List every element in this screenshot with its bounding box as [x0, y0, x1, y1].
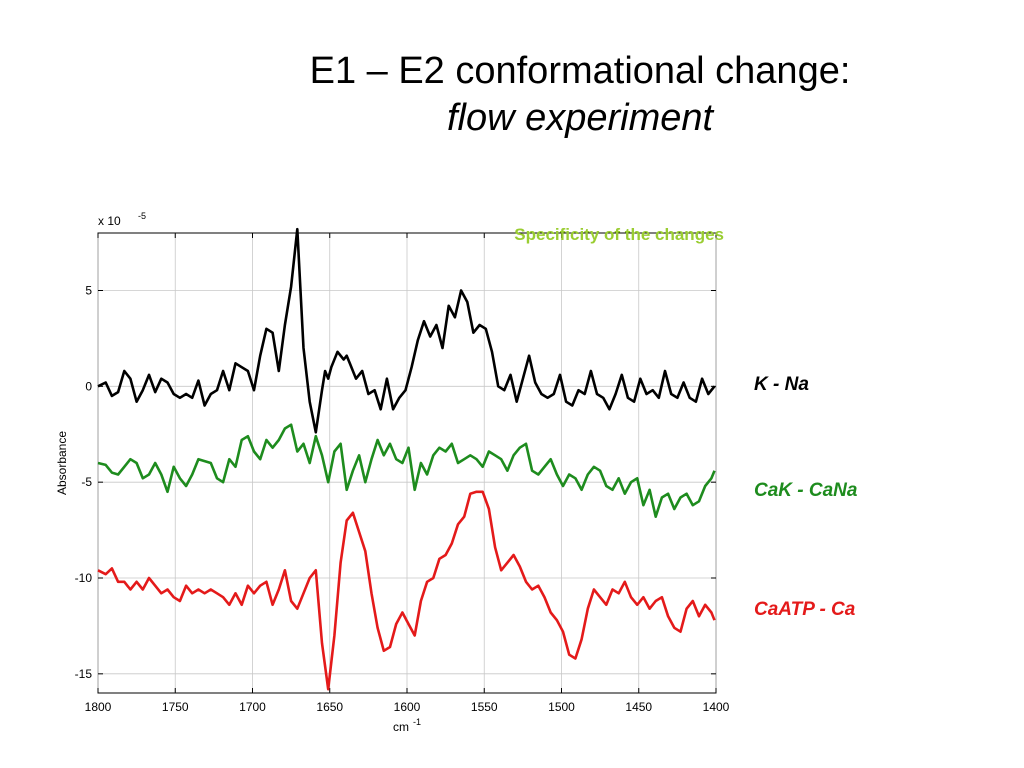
x-axis-label-superscript: -1 — [413, 717, 421, 727]
y-tick-label: -10 — [75, 571, 93, 585]
annotation-specificity: Specificity of the changes — [514, 225, 724, 244]
y-multiplier-label: x 10 — [98, 214, 121, 228]
series-line-2 — [97, 423, 716, 518]
x-tick-label: 1400 — [703, 700, 730, 714]
y-tick-label: -5 — [81, 475, 92, 489]
series-label-2: CaK - CaNa — [754, 480, 858, 501]
title-line-2: flow experiment — [446, 97, 714, 139]
x-tick-label: 1550 — [471, 700, 498, 714]
y-multiplier-exponent: -5 — [138, 211, 146, 221]
x-axis-label: cm — [393, 720, 409, 734]
x-tick-label: 1600 — [394, 700, 421, 714]
x-tick-label: 1800 — [85, 700, 112, 714]
x-tick-label: 1750 — [162, 700, 189, 714]
y-tick-label: 5 — [85, 284, 92, 298]
y-axis-label: Absorbance — [55, 431, 69, 495]
x-tick-label: 1700 — [239, 700, 266, 714]
series-line-1 — [97, 227, 716, 434]
slide-title: E1 – E2 conformational change: flow expe… — [250, 48, 910, 142]
y-tick-label: -15 — [75, 667, 93, 681]
x-tick-label: 1650 — [316, 700, 343, 714]
series-label-1: K - Na — [754, 374, 809, 395]
x-tick-label: 1500 — [548, 700, 575, 714]
series-label-3: CaATP - Ca — [754, 599, 856, 620]
y-tick-label: 0 — [85, 379, 92, 393]
x-tick-label: 1450 — [625, 700, 652, 714]
title-line-1: E1 – E2 conformational change: — [309, 50, 851, 92]
series-line-3 — [97, 490, 716, 691]
